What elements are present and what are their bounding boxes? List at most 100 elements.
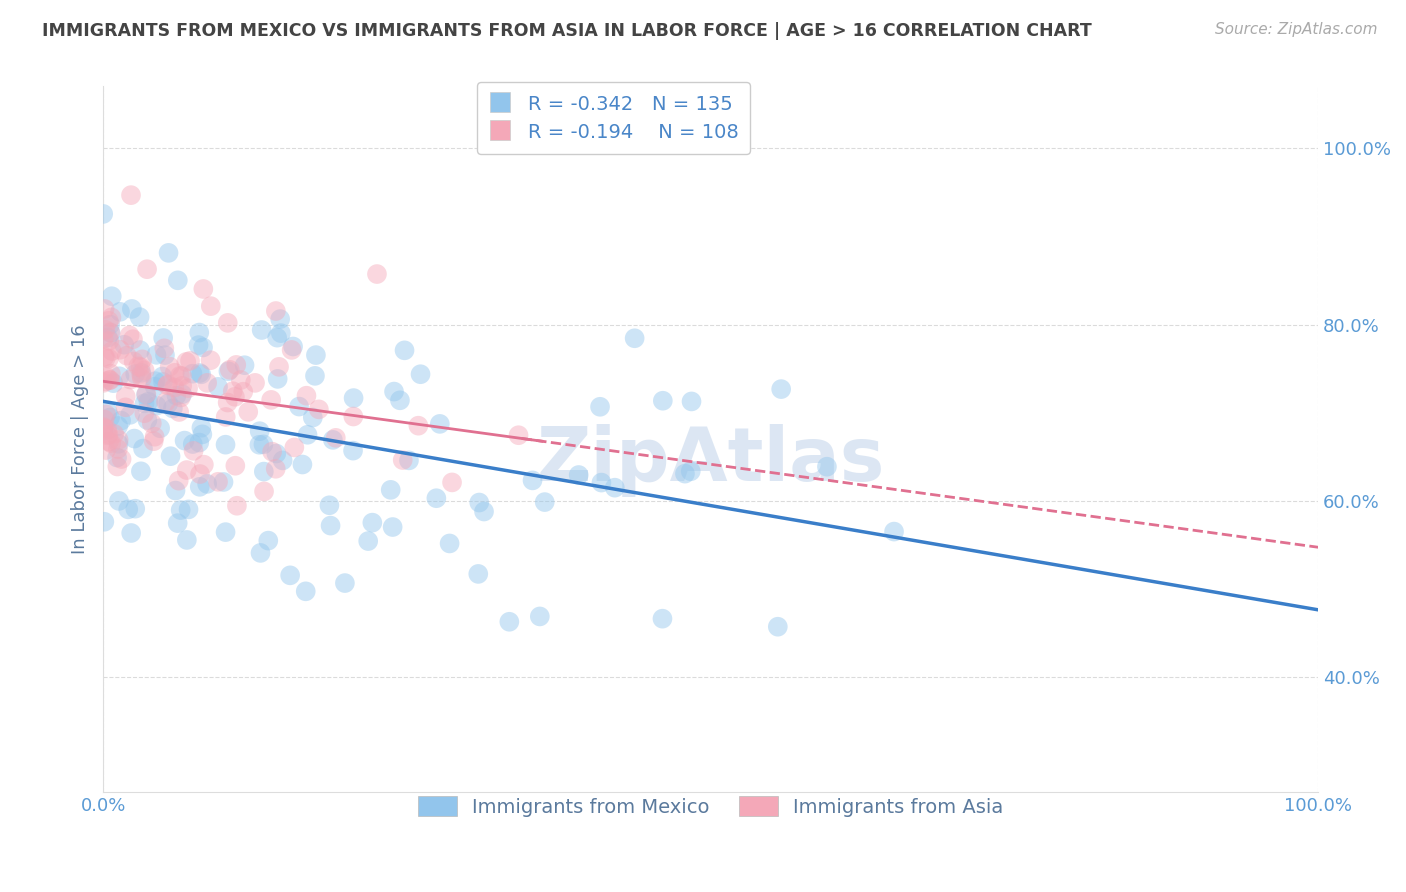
Point [214, 525, 236, 540]
Point [408, 418, 430, 433]
Point [134, 406, 156, 420]
Point [103, 427, 125, 442]
Point [190, 368, 212, 382]
Point [260, 392, 283, 407]
Point [325, 431, 347, 445]
Point [188, 467, 211, 481]
Point [170, 391, 193, 405]
Point [166, 273, 188, 287]
Point [366, 267, 388, 281]
Point [264, 462, 287, 476]
Point [766, 620, 789, 634]
Point [224, 458, 246, 473]
Point [243, 376, 266, 390]
Point [391, 453, 413, 467]
Point [165, 483, 187, 498]
Point [129, 359, 152, 374]
Point [98, 373, 121, 387]
Point [162, 401, 184, 416]
Point [249, 424, 271, 438]
Point [270, 326, 292, 340]
Point [467, 566, 489, 581]
Point [190, 420, 212, 434]
Point [247, 438, 270, 452]
Point [883, 524, 905, 539]
Point [177, 502, 200, 516]
Point [122, 332, 145, 346]
Point [179, 354, 201, 368]
Point [318, 498, 340, 512]
Point [120, 188, 142, 202]
Point [308, 402, 330, 417]
Point [155, 395, 177, 409]
Point [342, 409, 364, 424]
Point [165, 388, 187, 402]
Point [108, 305, 131, 319]
Point [441, 475, 464, 490]
Point [217, 316, 239, 330]
Point [266, 372, 288, 386]
Point [149, 421, 172, 435]
Point [297, 427, 319, 442]
Point [97, 330, 120, 344]
Point [124, 432, 146, 446]
Point [188, 366, 211, 380]
Point [110, 452, 132, 467]
Point [183, 443, 205, 458]
Point [342, 443, 364, 458]
Point [172, 387, 194, 401]
Point [170, 369, 193, 384]
Point [114, 389, 136, 403]
Point [207, 475, 229, 489]
Point [533, 495, 555, 509]
Point [107, 442, 129, 456]
Point [96, 423, 118, 437]
Point [94, 374, 117, 388]
Point [217, 395, 239, 409]
Point [166, 516, 188, 530]
Point [163, 380, 186, 394]
Point [167, 474, 190, 488]
Point [429, 417, 451, 431]
Point [105, 450, 128, 465]
Point [163, 366, 186, 380]
Point [142, 434, 165, 449]
Point [238, 405, 260, 419]
Text: IMMIGRANTS FROM MEXICO VS IMMIGRANTS FROM ASIA IN LABOR FORCE | AGE > 16 CORRELA: IMMIGRANTS FROM MEXICO VS IMMIGRANTS FRO… [42, 22, 1092, 40]
Point [278, 568, 301, 582]
Point [98, 434, 121, 449]
Point [224, 390, 246, 404]
Point [271, 453, 294, 467]
Point [319, 518, 342, 533]
Point [233, 358, 256, 372]
Point [96, 370, 118, 384]
Point [191, 341, 214, 355]
Point [152, 331, 174, 345]
Point [508, 428, 530, 442]
Point [121, 301, 143, 316]
Point [97, 405, 120, 419]
Point [132, 442, 155, 456]
Point [156, 377, 179, 392]
Point [128, 310, 150, 324]
Point [342, 391, 364, 405]
Legend: Immigrants from Mexico, Immigrants from Asia: Immigrants from Mexico, Immigrants from … [411, 789, 1011, 824]
Point [301, 410, 323, 425]
Point [409, 368, 432, 382]
Point [522, 474, 544, 488]
Point [188, 480, 211, 494]
Point [135, 387, 157, 401]
Point [253, 465, 276, 479]
Point [188, 435, 211, 450]
Point [257, 533, 280, 548]
Point [249, 546, 271, 560]
Point [679, 464, 702, 478]
Point [94, 351, 117, 366]
Point [134, 363, 156, 377]
Point [174, 355, 197, 369]
Point [295, 389, 318, 403]
Point [98, 410, 121, 425]
Point [107, 437, 129, 451]
Point [222, 384, 245, 399]
Point [176, 463, 198, 477]
